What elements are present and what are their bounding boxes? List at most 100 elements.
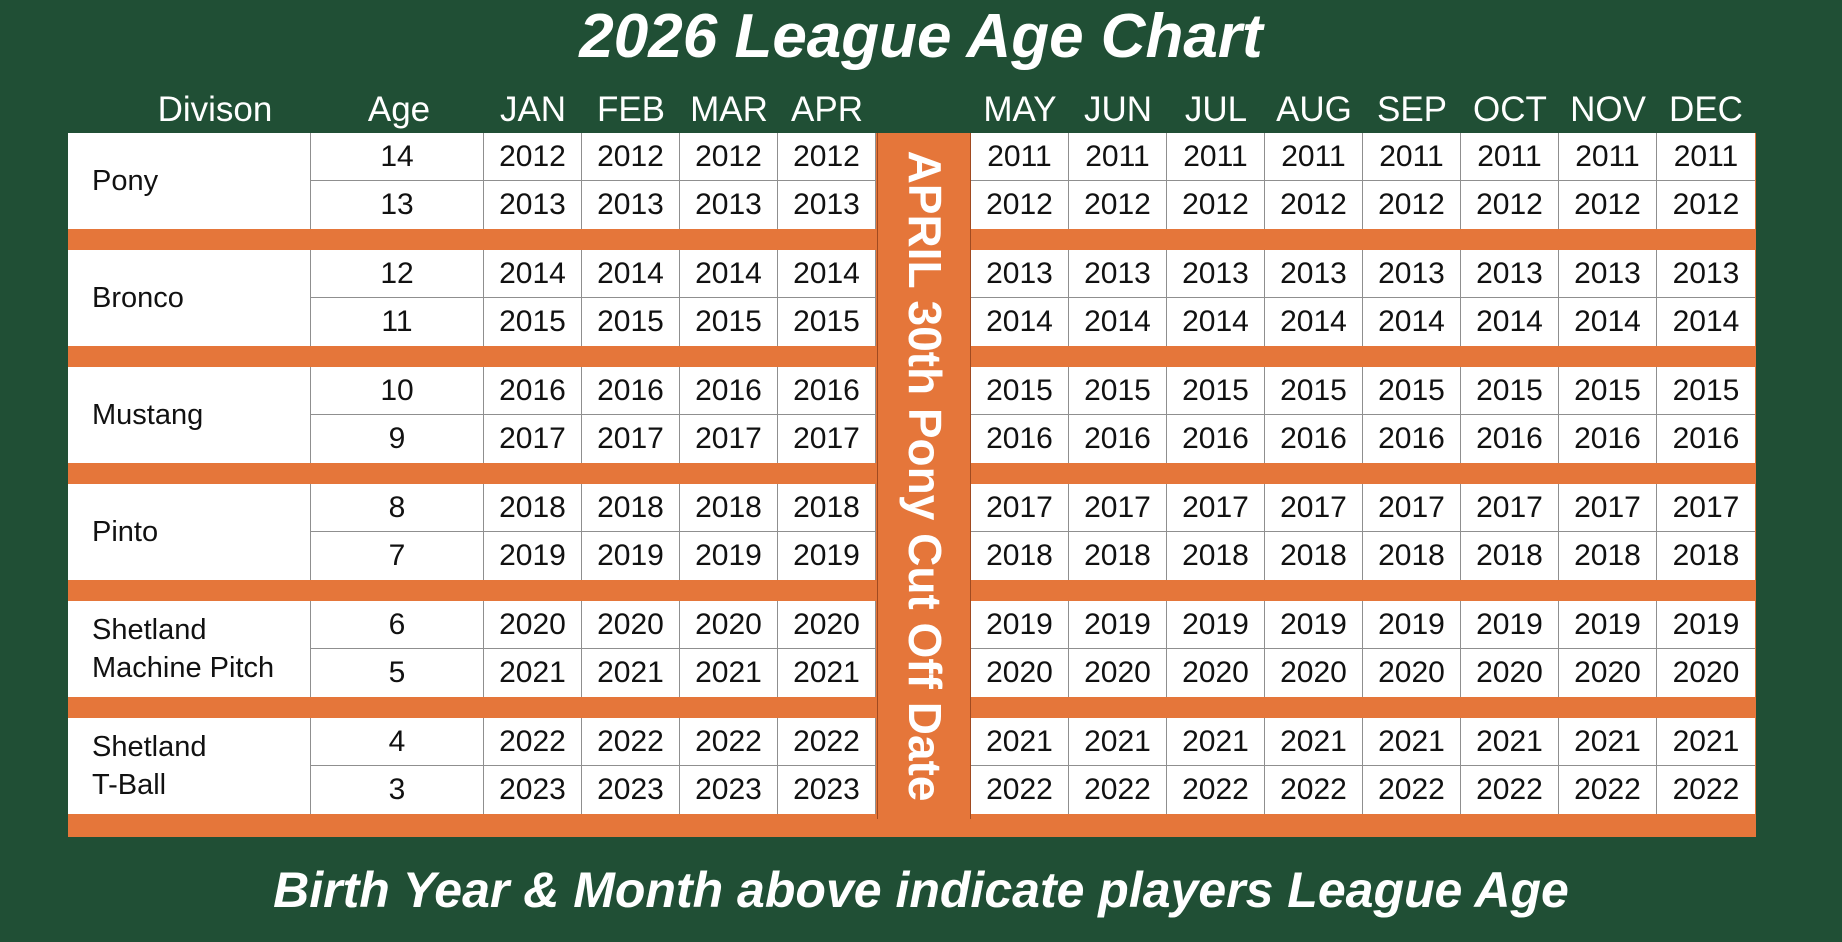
birth-year-cell: 2023 — [484, 766, 582, 814]
month-header: MAY — [983, 90, 1057, 129]
birth-year-cell: 2023 — [680, 766, 778, 814]
birth-year-cell: 2018 — [1559, 532, 1657, 580]
birth-year-cell: 2022 — [484, 718, 582, 766]
birth-year-cell: 2020 — [778, 601, 876, 649]
division-name-line: Pony — [92, 165, 159, 197]
birth-year-cell: 2020 — [971, 649, 1069, 697]
birth-year-cell: 2015 — [680, 298, 778, 346]
birth-year-cell: 2020 — [1167, 649, 1265, 697]
birth-year-cell: 2022 — [1363, 766, 1461, 814]
birth-year-cell: 2011 — [1657, 133, 1755, 181]
birth-year-cell: 2021 — [1069, 718, 1167, 766]
birth-year-cell: 2016 — [1559, 415, 1657, 463]
birth-year-cell: 2016 — [484, 367, 582, 415]
birth-year-cell: 2018 — [778, 484, 876, 532]
birth-year-cell: 2012 — [778, 133, 876, 181]
birth-year-cell: 2011 — [1265, 133, 1363, 181]
division-column-header: Divison — [157, 90, 273, 129]
division-block: Mustang 10 2016 2016 2016 2016 2015 2015 2015 201… — [68, 367, 1756, 463]
birth-year-cell: 2022 — [1167, 766, 1265, 814]
birth-year-cell: 2016 — [1461, 415, 1559, 463]
birth-year-cell: 2019 — [1461, 601, 1559, 649]
birth-year-cell: 2012 — [1363, 181, 1461, 229]
age-cell: 13 — [311, 181, 484, 229]
division-name-line: Shetland — [92, 614, 207, 646]
birth-year-cell: 2020 — [1363, 649, 1461, 697]
birth-year-cell: 2019 — [971, 601, 1069, 649]
division-name: Pinto — [68, 484, 311, 580]
birth-year-cell: 2015 — [778, 298, 876, 346]
month-header: JUL — [1184, 90, 1248, 129]
birth-year-cell: 2020 — [1657, 649, 1755, 697]
birth-year-cell: 2017 — [971, 484, 1069, 532]
birth-year-cell: 2015 — [484, 298, 582, 346]
birth-year-cell: 2012 — [1461, 181, 1559, 229]
birth-year-cell: 2017 — [680, 415, 778, 463]
birth-year-cell: 2017 — [778, 415, 876, 463]
age-cell: 14 — [311, 133, 484, 181]
birth-year-cell: 2013 — [1363, 250, 1461, 298]
birth-year-cell: 2011 — [1461, 133, 1559, 181]
age-cell: 12 — [311, 250, 484, 298]
month-header: APR — [791, 90, 863, 129]
birth-year-cell: 2021 — [1461, 718, 1559, 766]
birth-year-cell: 2023 — [778, 766, 876, 814]
birth-year-cell: 2011 — [1559, 133, 1657, 181]
birth-year-cell: 2019 — [582, 532, 680, 580]
birth-year-cell: 2017 — [1265, 484, 1363, 532]
birth-year-cell: 2018 — [680, 484, 778, 532]
birth-year-cell: 2021 — [1363, 718, 1461, 766]
birth-year-cell: 2012 — [484, 133, 582, 181]
month-header: JUN — [1083, 90, 1153, 129]
month-header: DEC — [1669, 90, 1743, 129]
birth-year-cell: 2013 — [582, 181, 680, 229]
birth-year-cell: 2022 — [582, 718, 680, 766]
birth-year-cell: 2015 — [1265, 367, 1363, 415]
birth-year-cell: 2019 — [484, 532, 582, 580]
division-block: Bronco 12 2014 2014 2014 2014 2013 2013 2013 2013… — [68, 250, 1756, 346]
birth-year-cell: 2022 — [680, 718, 778, 766]
birth-year-cell: 2016 — [971, 415, 1069, 463]
birth-year-cell: 2017 — [484, 415, 582, 463]
cutoff-date-label: APRIL 30th Pony Cut Off Date — [899, 150, 951, 802]
birth-year-cell: 2021 — [1265, 718, 1363, 766]
birth-year-cell: 2019 — [1069, 601, 1167, 649]
birth-year-cell: 2013 — [1657, 250, 1755, 298]
birth-year-cell: 2013 — [1167, 250, 1265, 298]
birth-year-cell: 2014 — [680, 250, 778, 298]
birth-year-cell: 2014 — [582, 250, 680, 298]
birth-year-cell: 2011 — [1363, 133, 1461, 181]
birth-year-cell: 2017 — [1559, 484, 1657, 532]
birth-year-cell: 2011 — [971, 133, 1069, 181]
division-name: Pony — [68, 133, 311, 229]
birth-year-cell: 2020 — [1265, 649, 1363, 697]
birth-year-cell: 2019 — [1167, 601, 1265, 649]
birth-year-cell: 2021 — [778, 649, 876, 697]
birth-year-cell: 2018 — [1461, 532, 1559, 580]
birth-year-cell: 2015 — [1461, 367, 1559, 415]
birth-year-cell: 2014 — [1657, 298, 1755, 346]
birth-year-cell: 2022 — [1265, 766, 1363, 814]
birth-year-cell: 2021 — [484, 649, 582, 697]
division-block: Shetland Machine Pitch 6 2020 2020 2020 2020 20… — [68, 601, 1756, 697]
birth-year-cell: 2021 — [1167, 718, 1265, 766]
birth-year-cell: 2017 — [1363, 484, 1461, 532]
birth-year-cell: 2016 — [582, 367, 680, 415]
birth-year-cell: 2013 — [1265, 250, 1363, 298]
birth-year-cell: 2022 — [1069, 766, 1167, 814]
birth-year-cell: 2021 — [680, 649, 778, 697]
division-name-line: Pinto — [92, 516, 159, 548]
month-header: FEB — [596, 90, 666, 129]
birth-year-cell: 2019 — [1265, 601, 1363, 649]
birth-year-cell: 2018 — [1265, 532, 1363, 580]
birth-year-cell: 2014 — [1363, 298, 1461, 346]
birth-year-cell: 2015 — [1363, 367, 1461, 415]
birth-year-cell: 2015 — [1657, 367, 1755, 415]
birth-year-cell: 2016 — [1167, 415, 1265, 463]
birth-year-cell: 2012 — [971, 181, 1069, 229]
birth-year-cell: 2014 — [484, 250, 582, 298]
birth-year-cell: 2022 — [971, 766, 1069, 814]
birth-year-cell: 2013 — [1069, 250, 1167, 298]
birth-year-cell: 2015 — [1559, 367, 1657, 415]
birth-year-cell: 2018 — [1167, 532, 1265, 580]
